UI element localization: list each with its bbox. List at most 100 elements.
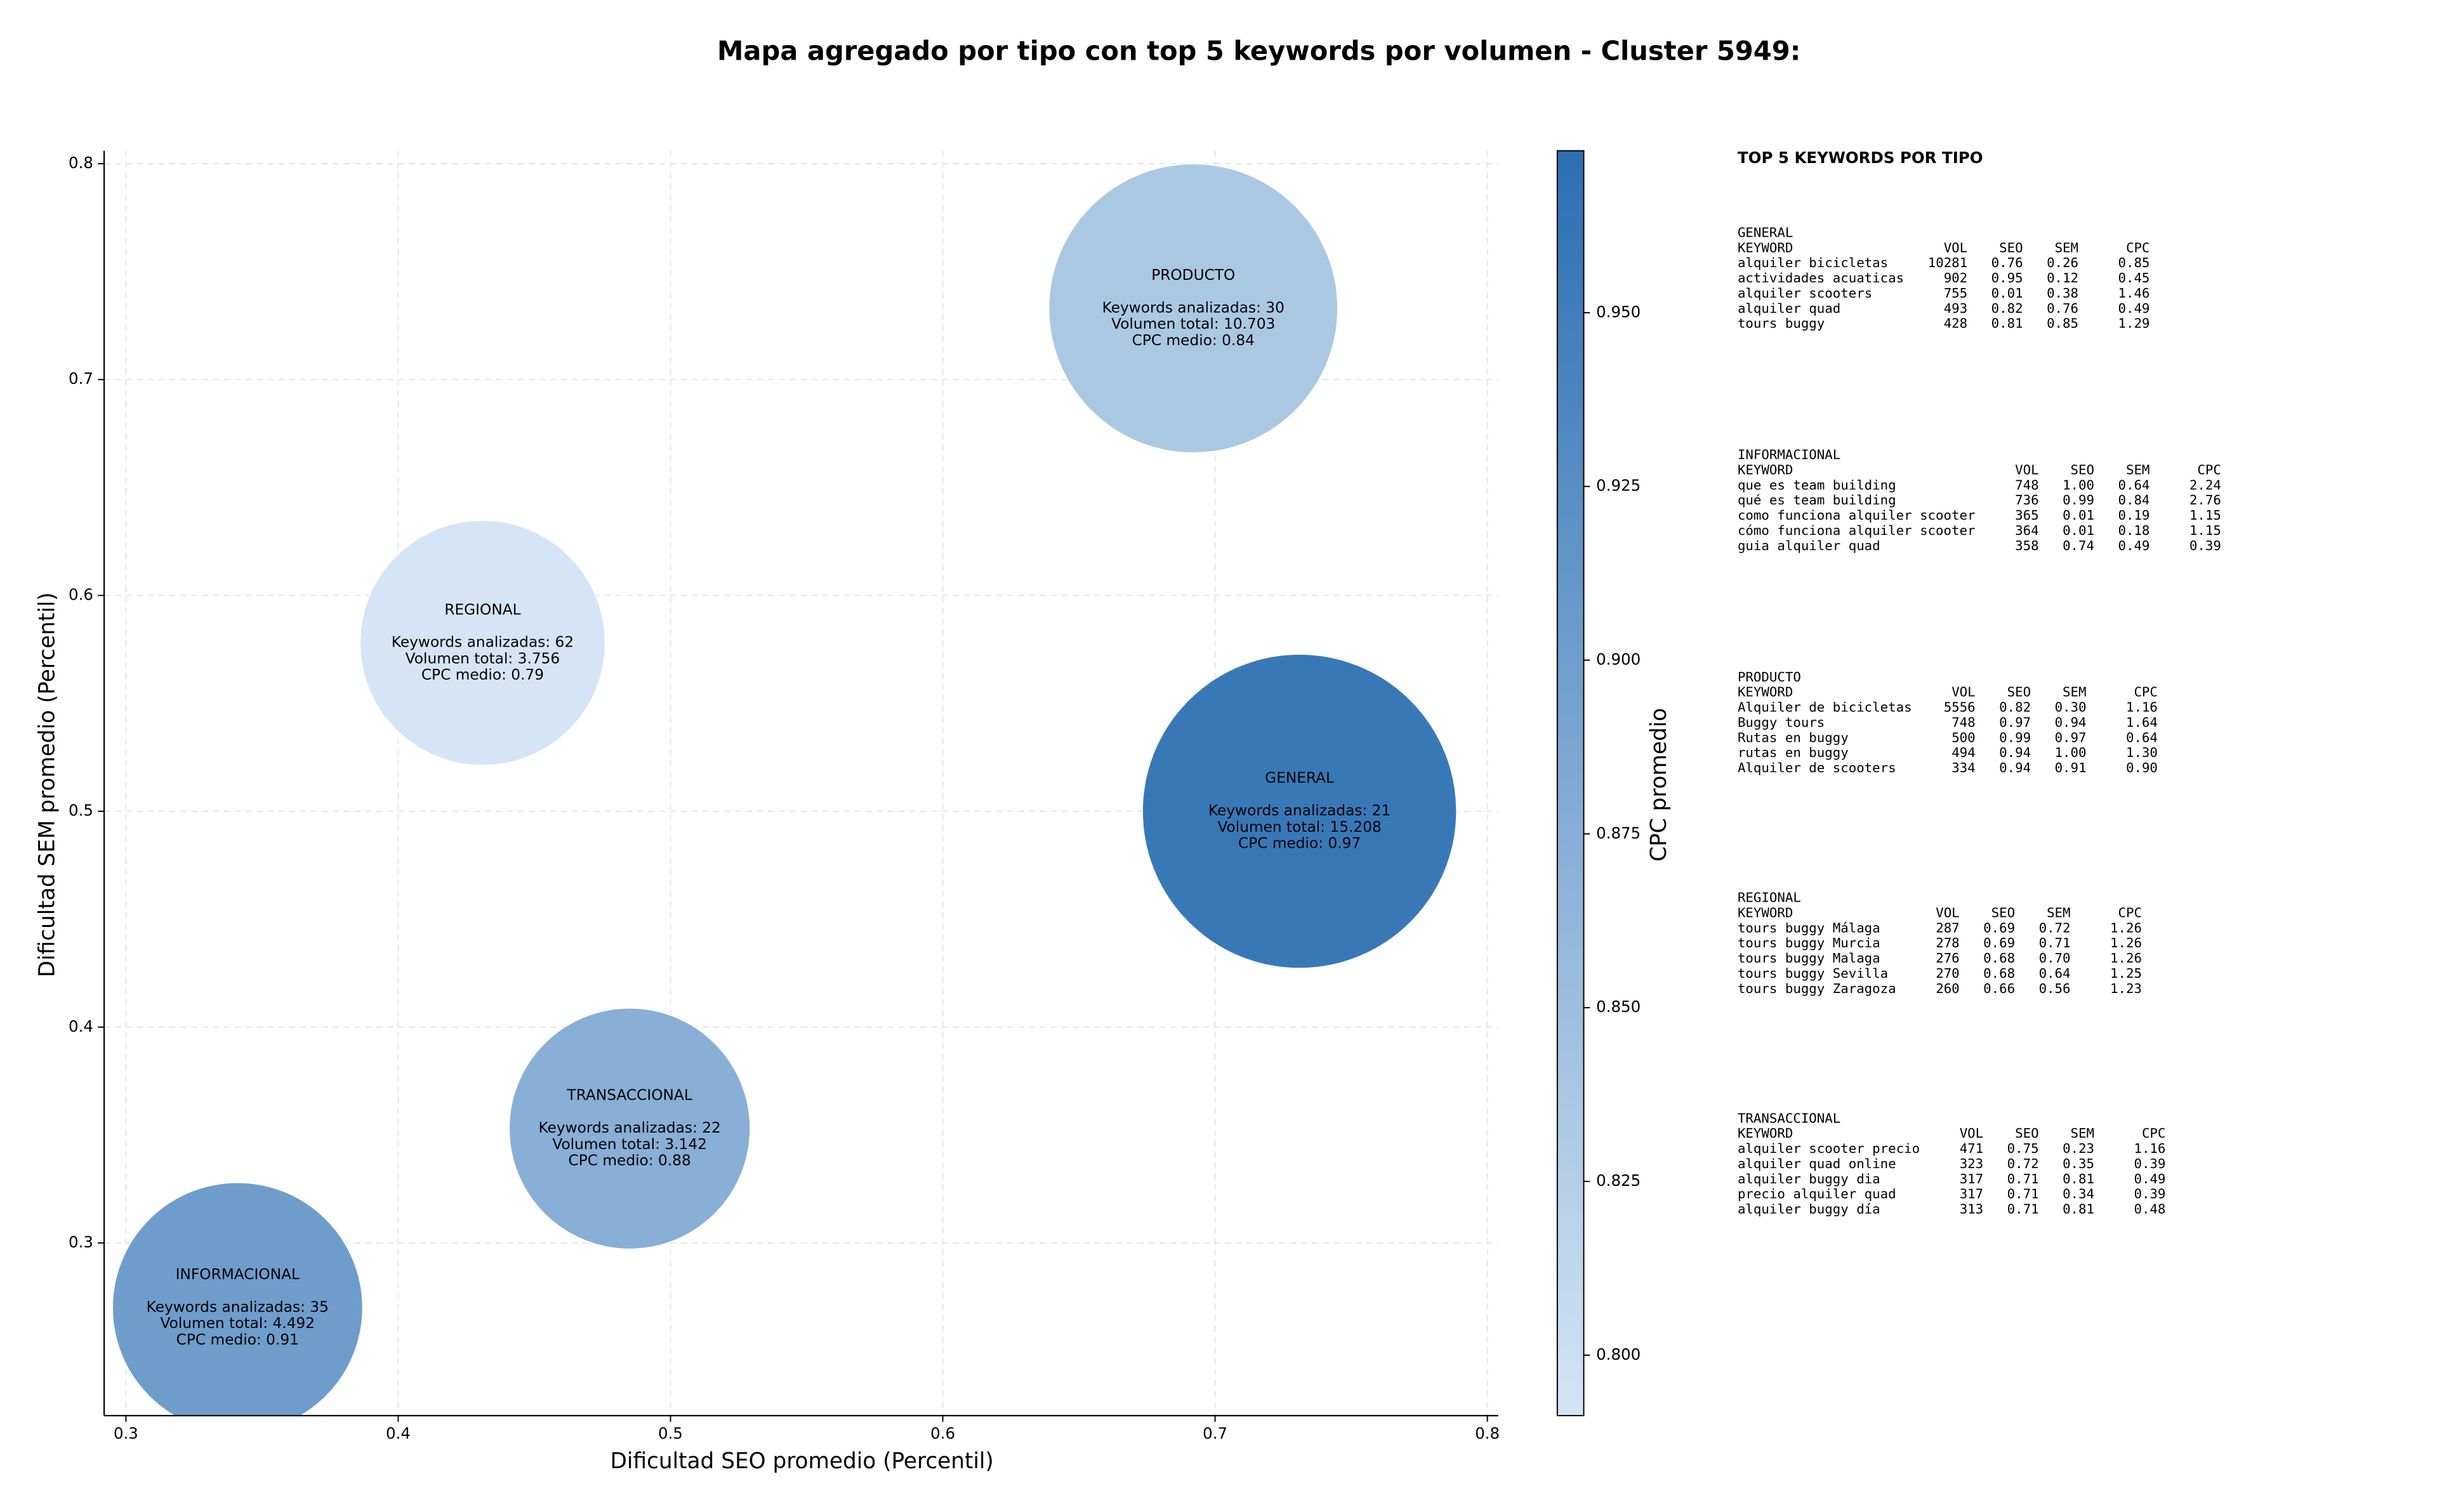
table-cell: 0.84 xyxy=(2118,492,2150,508)
table-cell: alquiler scooter precio xyxy=(1738,1141,1920,1156)
table-header: CPC xyxy=(2142,1126,2165,1141)
bubble-label: CPC medio: 0.91 xyxy=(176,1331,299,1348)
x-axis-label: Dificultad SEO promedio (Percentil) xyxy=(611,1449,994,1474)
table-cell: 0.49 xyxy=(2118,538,2150,553)
table-cell: 0.90 xyxy=(2126,760,2158,775)
table-header: KEYWORD xyxy=(1738,685,1793,700)
bubble xyxy=(508,1008,751,1249)
bubble-label: Volumen total: 15.208 xyxy=(1217,818,1381,836)
table-cell: 0.76 xyxy=(2047,301,2078,316)
y-tick-label: 0.7 xyxy=(69,369,93,388)
table-cell: 287 xyxy=(1936,920,1959,935)
bubble-label: Volumen total: 3.142 xyxy=(552,1136,707,1153)
table-cell: 0.71 xyxy=(2007,1202,2039,1217)
table-cell: 0.81 xyxy=(2063,1202,2094,1217)
table-cell: 0.99 xyxy=(1999,730,2031,745)
y-tick-label: 0.4 xyxy=(69,1017,93,1035)
x-tick-label: 0.6 xyxy=(930,1424,955,1442)
table-cell: 0.48 xyxy=(2134,1202,2165,1217)
table-cell: 0.39 xyxy=(2189,538,2221,553)
bubble-label: Volumen total: 3.756 xyxy=(406,650,560,667)
table-cell: 0.94 xyxy=(1999,745,2031,760)
table-cell: 0.81 xyxy=(1991,316,2023,331)
table-cell: 0.97 xyxy=(2055,730,2087,745)
bubble-label: Keywords analizadas: 62 xyxy=(392,634,574,651)
y-tick-label: 0.5 xyxy=(69,801,93,820)
bubble-label: Keywords analizadas: 30 xyxy=(1102,299,1285,316)
table-cell: 317 xyxy=(1960,1171,1983,1187)
table-cell: 493 xyxy=(1944,301,1967,316)
table-cell: 1.16 xyxy=(2126,700,2158,715)
table-cell: 0.68 xyxy=(1983,966,2015,981)
table-header: CPC xyxy=(2126,240,2150,255)
table-cell: 334 xyxy=(1952,760,1975,775)
table-cell: 1.00 xyxy=(2063,477,2094,492)
table-cell: 1.25 xyxy=(2110,966,2142,981)
table-cell: 1.15 xyxy=(2189,523,2221,538)
x-tick-label: 0.7 xyxy=(1203,1424,1227,1442)
table-cell: 10281 xyxy=(1928,255,1967,270)
table-cell: 313 xyxy=(1960,1202,1983,1217)
table-cell: 260 xyxy=(1936,981,1959,996)
group-name: GENERAL xyxy=(1738,225,1793,240)
group-name: REGIONAL xyxy=(1738,890,1801,905)
colorbar-tick-label: 0.950 xyxy=(1596,303,1641,321)
table-cell: 0.34 xyxy=(2063,1187,2094,1202)
table-cell: 0.85 xyxy=(2118,255,2150,270)
table-cell: 0.81 xyxy=(2063,1171,2094,1187)
table-cell: actividades acuaticas xyxy=(1738,270,1904,286)
table-cell: tours buggy Murcia xyxy=(1738,935,1880,950)
table-cell: 1.00 xyxy=(2055,745,2087,760)
table-cell: 0.76 xyxy=(1991,255,2023,270)
table-cell: 0.39 xyxy=(2134,1187,2165,1202)
table-cell: 0.95 xyxy=(1991,270,2023,286)
group-name: PRODUCTO xyxy=(1738,669,1801,685)
table-cell: 0.01 xyxy=(2063,508,2094,523)
table-cell: 0.82 xyxy=(1991,301,2023,316)
table-header: KEYWORD xyxy=(1738,240,1793,255)
colorbar-tick-label: 0.800 xyxy=(1596,1345,1641,1364)
table-cell: 0.71 xyxy=(2039,935,2071,950)
table-cell: 0.49 xyxy=(2118,301,2150,316)
table-cell: que es team building xyxy=(1738,477,1896,492)
table-cell: 1.26 xyxy=(2110,935,2142,950)
table-cell: 2.24 xyxy=(2189,477,2221,492)
y-tick-label: 0.6 xyxy=(69,585,93,603)
x-tick-label: 0.3 xyxy=(114,1424,138,1442)
table-cell: 0.68 xyxy=(1983,950,2015,966)
y-tick-label: 0.8 xyxy=(69,154,93,172)
bubble-name: INFORMACIONAL xyxy=(176,1266,300,1283)
table-cell: 1.46 xyxy=(2118,286,2150,301)
table-cell: tours buggy Málaga xyxy=(1738,920,1880,935)
table-cell: 358 xyxy=(2015,538,2038,553)
table-cell: tours buggy Malaga xyxy=(1738,950,1880,966)
table-header: SEO xyxy=(2015,1126,2038,1141)
colorbar-tick-label: 0.900 xyxy=(1596,650,1641,668)
table-header: SEM xyxy=(2071,1126,2094,1141)
table-cell: 317 xyxy=(1960,1187,1983,1202)
table-cell: 0.74 xyxy=(2063,538,2094,553)
table-cell: 0.56 xyxy=(2039,981,2071,996)
table-cell: 0.70 xyxy=(2039,950,2071,966)
colorbar xyxy=(1556,150,1585,1417)
table-header: VOL xyxy=(2015,463,2038,478)
table-header: KEYWORD xyxy=(1738,463,1793,478)
table-cell: Alquiler de bicicletas xyxy=(1738,700,1912,715)
table-cell: precio alquiler quad xyxy=(1738,1187,1896,1202)
table-cell: 0.66 xyxy=(1983,981,2015,996)
table-cell: 0.85 xyxy=(2047,316,2078,331)
table-cell: 0.71 xyxy=(2007,1187,2039,1202)
table-header: SEM xyxy=(2047,905,2070,920)
group-name: TRANSACCIONAL xyxy=(1738,1110,1840,1126)
table-header: SEO xyxy=(1999,240,2023,255)
table-cell: alquiler quad xyxy=(1738,301,1840,316)
table-header: SEM xyxy=(2126,463,2150,478)
x-tick-label: 0.5 xyxy=(658,1424,683,1442)
table-cell: 0.18 xyxy=(2118,523,2150,538)
table-cell: 0.64 xyxy=(2118,477,2150,492)
table-cell: 500 xyxy=(1952,730,1975,745)
table-cell: alquiler scooters xyxy=(1738,286,1872,301)
table-cell: 0.23 xyxy=(2063,1141,2094,1156)
bubble-label: Volumen total: 10.703 xyxy=(1111,315,1275,332)
